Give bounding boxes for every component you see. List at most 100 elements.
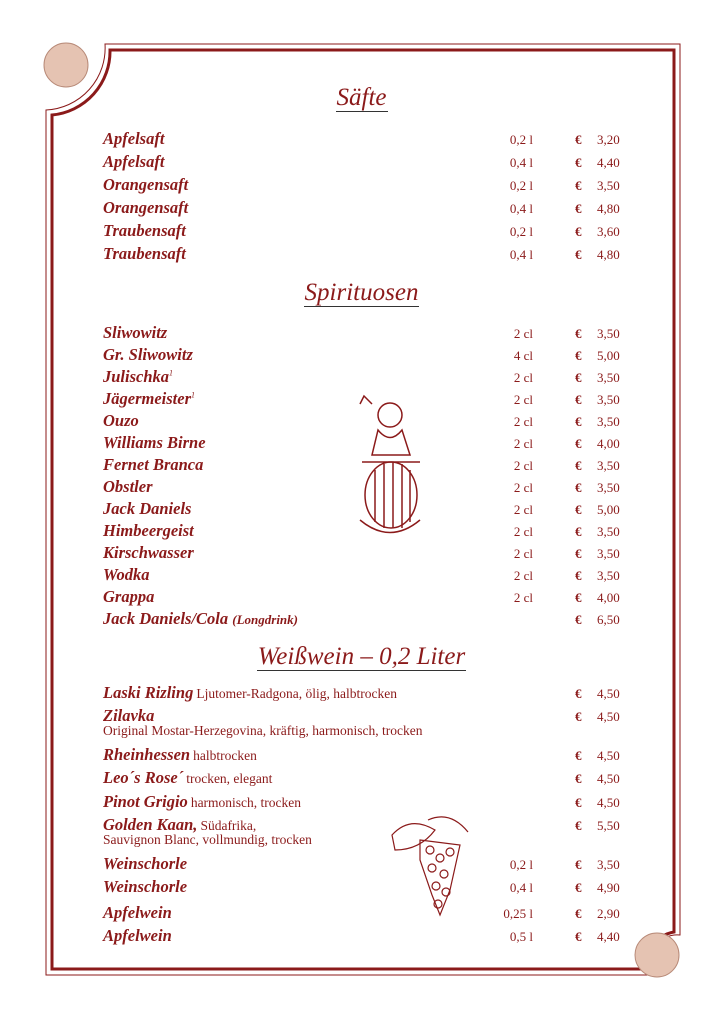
item-name-line: Grappa [103, 587, 154, 607]
menu-item: Jack Daniels 2 cl €5,00 [103, 499, 643, 521]
item-name: Sliwowitz [103, 323, 168, 342]
item-name-line: Jägermeister1 [103, 389, 195, 409]
item-volume: 0,4 l [509, 201, 533, 216]
currency-symbol: € [575, 502, 582, 517]
menu-item: Apfelsaft 0,2 l €3,20 [103, 129, 643, 151]
item-name: Gr. Sliwowitz [103, 345, 193, 364]
item-volume: 0,25 l [503, 906, 533, 921]
currency-symbol: € [575, 370, 582, 385]
item-price: 4,50 [597, 686, 620, 701]
currency-symbol: € [575, 857, 582, 872]
item-note: halbtrocken [193, 748, 257, 763]
currency-symbol: € [575, 568, 582, 583]
item-name: Apfelwein [103, 926, 172, 945]
item-name: Orangensaft [103, 175, 189, 194]
item-volume: 4 cl [513, 348, 533, 363]
item-name-line: Himbeergeist [103, 521, 194, 541]
item-name: Apfelsaft [103, 152, 165, 171]
currency-symbol: € [575, 247, 582, 262]
item-name: Apfelsaft [103, 129, 165, 148]
currency-symbol: € [575, 392, 582, 407]
item-price: 3,50 [597, 546, 620, 561]
item-price: 3,50 [597, 480, 620, 495]
item-name: Jack Daniels/Cola [103, 609, 229, 628]
item-name: Kirschwasser [103, 543, 194, 562]
item-price: 3,50 [597, 857, 620, 872]
item-name-line: Ouzo [103, 411, 139, 431]
footnote-mark: 1 [191, 390, 195, 400]
menu-item: Apfelwein 0,5 l €4,40 [103, 926, 643, 948]
item-volume: 2 cl [513, 458, 533, 473]
currency-symbol: € [575, 709, 582, 724]
item-note: Ljutomer-Radgona, ölig, halbtrocken [196, 686, 398, 701]
item-description: Sauvignon Blanc, vollmundig, trocken [103, 832, 312, 847]
item-price: 2,90 [597, 906, 620, 921]
item-price: 3,50 [597, 178, 620, 193]
item-name: Leo´s Rose´ [103, 768, 184, 787]
item-name: Traubensaft [103, 221, 186, 240]
item-price: 4,40 [597, 929, 620, 944]
item-name-line: Apfelwein [103, 903, 172, 923]
item-name-line: Rheinhessen halbtrocken [103, 745, 257, 765]
item-name: Jägermeister [103, 389, 191, 408]
item-name-line: Golden Kaan, Südafrika, [103, 815, 256, 835]
item-price: 3,50 [597, 370, 620, 385]
item-price: 3,50 [597, 392, 620, 407]
item-price: 4,00 [597, 436, 620, 451]
item-price: 3,50 [597, 326, 620, 341]
currency-symbol: € [575, 201, 582, 216]
item-name: Apfelwein [103, 903, 172, 922]
item-name-line: Jack Daniels/Cola (Longdrink) [103, 609, 298, 629]
item-price: 4,50 [597, 748, 620, 763]
item-name-line: Apfelsaft [103, 129, 164, 149]
menu-item: Weinschorle 0,2 l €3,50 [103, 854, 643, 876]
menu-item: Jägermeister1 2 cl €3,50 [103, 389, 643, 411]
item-name: Rheinhessen [103, 745, 191, 764]
item-note: harmonisch, trocken [190, 795, 302, 810]
corner-circle-top-left [43, 42, 89, 88]
item-name-line: Apfelwein [103, 926, 172, 946]
currency-symbol: € [575, 929, 582, 944]
item-description: Original Mostar-Herzegovina, kräftig, ha… [103, 723, 423, 738]
menu-item: Orangensaft 0,4 l €4,80 [103, 198, 643, 220]
item-name: Grappa [103, 587, 155, 606]
item-name: Williams Birne [103, 433, 206, 452]
item-name-line: Gr. Sliwowitz [103, 345, 193, 365]
item-price: 4,90 [597, 880, 620, 895]
menu-item: Leo´s Rose´ trocken, elegant €4,50 [103, 768, 643, 790]
item-volume: 2 cl [513, 326, 533, 341]
grape-bunch-illustration [391, 816, 469, 917]
item-name-line: Leo´s Rose´ trocken, elegant [103, 768, 272, 788]
item-note: Südafrika, [200, 818, 257, 833]
currency-symbol: € [575, 818, 582, 833]
menu-item: Obstler 2 cl €3,50 [103, 477, 643, 499]
item-volume: 2 cl [513, 546, 533, 561]
menu-item: Kirschwasser 2 cl €3,50 [103, 543, 643, 565]
item-name-line: Weinschorle [103, 854, 187, 874]
menu-item: Apfelsaft 0,4 l €4,40 [103, 152, 643, 174]
currency-symbol: € [575, 436, 582, 451]
item-note: (Longdrink) [232, 612, 298, 627]
item-name: Pinot Grigio [103, 792, 188, 811]
item-price: 3,60 [597, 224, 620, 239]
item-volume: 2 cl [513, 590, 533, 605]
currency-symbol: € [575, 326, 582, 341]
item-name-line: Sliwowitz [103, 323, 167, 343]
item-price: 5,50 [597, 818, 620, 833]
item-name-line: Orangensaft [103, 198, 188, 218]
menu-item: Orangensaft 0,2 l €3,50 [103, 175, 643, 197]
currency-symbol: € [575, 414, 582, 429]
menu-item: Pinot Grigio harmonisch, trocken €4,50 [103, 792, 643, 814]
item-name-line: Orangensaft [103, 175, 188, 195]
item-volume: 0,2 l [509, 132, 533, 147]
item-name: Obstler [103, 477, 153, 496]
section-title: Säfte [0, 84, 723, 112]
item-price: 4,50 [597, 795, 620, 810]
menu-item: Weinschorle 0,4 l €4,90 [103, 877, 643, 899]
item-name-line: Jack Daniels [103, 499, 191, 519]
item-name-line: Julischka1 [103, 367, 173, 387]
currency-symbol: € [575, 224, 582, 239]
currency-symbol: € [575, 686, 582, 701]
item-volume: 2 cl [513, 502, 533, 517]
